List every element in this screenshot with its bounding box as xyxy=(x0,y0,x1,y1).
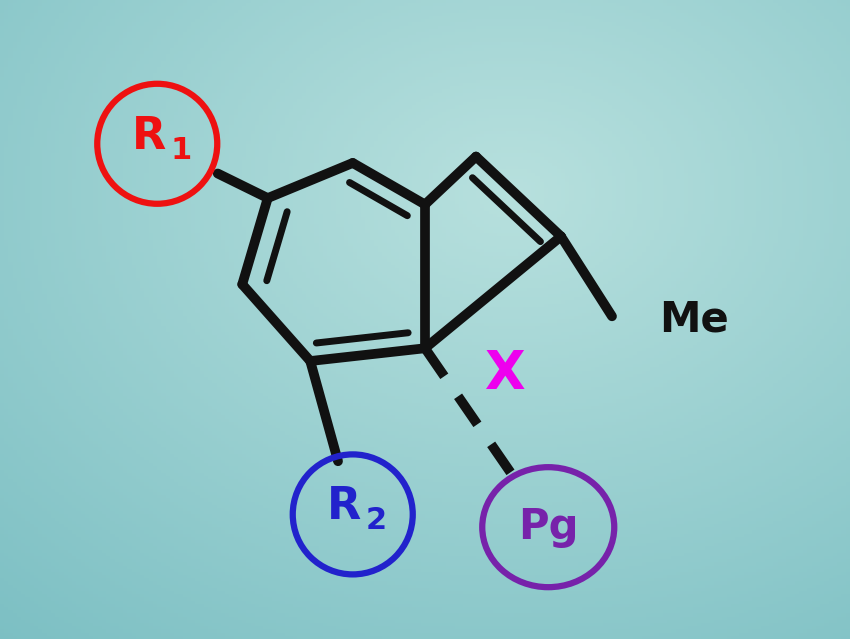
Text: R: R xyxy=(132,114,166,158)
Text: X: X xyxy=(485,348,526,400)
Text: Me: Me xyxy=(659,298,728,341)
Text: Pg: Pg xyxy=(518,506,579,548)
Text: 1: 1 xyxy=(170,135,191,165)
Text: 2: 2 xyxy=(366,506,387,535)
Text: R: R xyxy=(327,485,361,528)
